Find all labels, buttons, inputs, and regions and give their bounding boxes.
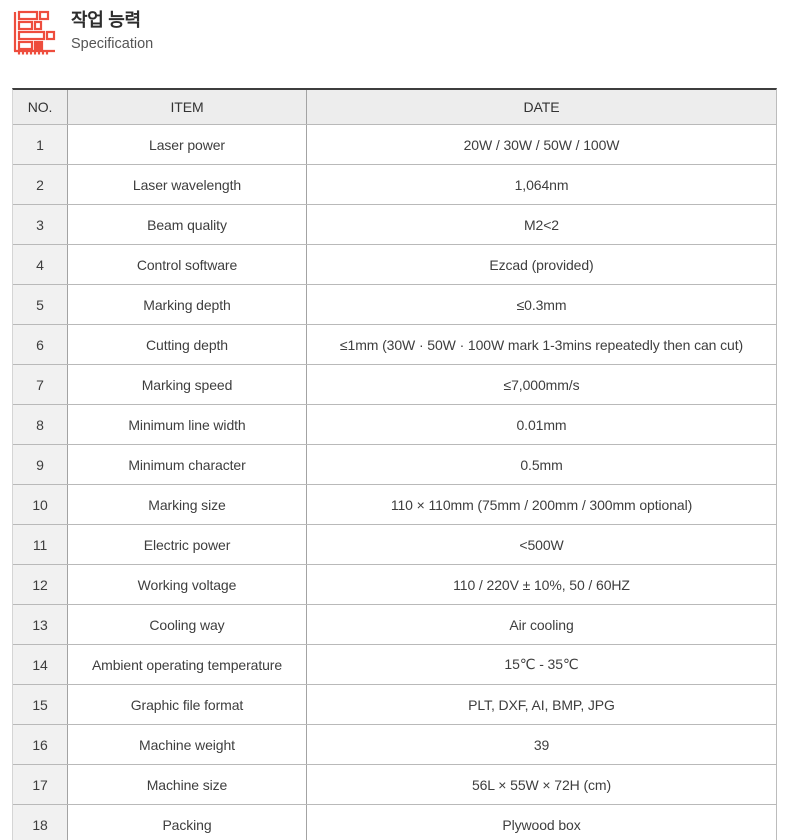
- row-item-cell: Machine size: [68, 765, 307, 804]
- row-no-cell: 11: [13, 525, 68, 564]
- row-item-cell: Marking speed: [68, 365, 307, 404]
- section-header: 작업 능력 Specification: [11, 8, 153, 56]
- row-no-cell: 5: [13, 285, 68, 324]
- row-no-cell: 1: [13, 125, 68, 164]
- row-item-cell: Marking depth: [68, 285, 307, 324]
- row-item-cell: Packing: [68, 805, 307, 840]
- row-date-cell: 39: [533, 736, 550, 753]
- column-header-date: DATE: [523, 99, 560, 115]
- row-no-cell: 18: [13, 805, 68, 840]
- table-row: 8 Minimum line width 0.01mm: [13, 405, 776, 445]
- table-row: 10 Marking size 110 × 110mm (75mm / 200m…: [13, 485, 776, 525]
- row-item-cell: Working voltage: [68, 565, 307, 604]
- row-item-cell: Minimum character: [68, 445, 307, 484]
- section-titles: 작업 능력 Specification: [71, 8, 153, 54]
- row-item-cell: Beam quality: [68, 205, 307, 244]
- table-row: 15 Graphic file format PLT, DXF, AI, BMP…: [13, 685, 776, 725]
- table-row: 4 Control software Ezcad (provided): [13, 245, 776, 285]
- row-date-cell: <500W: [519, 536, 564, 553]
- row-date-cell: 110 × 110mm (75mm / 200mm / 300mm option…: [390, 496, 693, 513]
- row-no-cell: 10: [13, 485, 68, 524]
- row-no-cell: 12: [13, 565, 68, 604]
- row-date-cell: Air cooling: [509, 616, 574, 633]
- row-date-cell: 1,064nm: [514, 176, 569, 193]
- row-no-cell: 2: [13, 165, 68, 204]
- row-no-cell: 6: [13, 325, 68, 364]
- row-date-cell: ≤0.3mm: [516, 296, 567, 313]
- table-row: 2 Laser wavelength 1,064nm: [13, 165, 776, 205]
- row-no-cell: 8: [13, 405, 68, 444]
- row-date-cell: Ezcad (provided): [489, 256, 594, 273]
- row-item-cell: Laser wavelength: [68, 165, 307, 204]
- row-item-cell: Marking size: [68, 485, 307, 524]
- table-row: 16 Machine weight 39: [13, 725, 776, 765]
- row-date-cell: ≤1mm (30W · 50W · 100W mark 1-3mins repe…: [339, 336, 744, 353]
- row-item-cell: Cutting depth: [68, 325, 307, 364]
- row-no-cell: 9: [13, 445, 68, 484]
- row-no-cell: 16: [13, 725, 68, 764]
- section-subtitle: Specification: [71, 36, 154, 52]
- row-date-cell: 15℃ - 35℃: [504, 656, 579, 672]
- table-row: 9 Minimum character 0.5mm: [13, 445, 776, 485]
- table-row: 14 Ambient operating temperature 15℃ - 3…: [13, 645, 776, 685]
- row-date-cell: M2<2: [523, 216, 559, 233]
- spec-table-body: 1 Laser power 20W / 30W / 50W / 100W 2 L…: [13, 125, 776, 840]
- table-row: 7 Marking speed ≤7,000mm/s: [13, 365, 776, 405]
- row-item-cell: Cooling way: [68, 605, 307, 644]
- row-date-cell: 0.01mm: [516, 416, 567, 433]
- table-row: 1 Laser power 20W / 30W / 50W / 100W: [13, 125, 776, 165]
- spec-table: NO. ITEM DATE 1 Laser power 20W / 30W / …: [12, 88, 777, 840]
- row-item-cell: Control software: [68, 245, 307, 284]
- table-row: 13 Cooling way Air cooling: [13, 605, 776, 645]
- table-row: 11 Electric power <500W: [13, 525, 776, 565]
- table-row: 3 Beam quality M2<2: [13, 205, 776, 245]
- row-no-cell: 14: [13, 645, 68, 684]
- bar-chart-icon: [13, 10, 56, 55]
- table-row: 6 Cutting depth ≤1mm (30W · 50W · 100W m…: [13, 325, 776, 365]
- row-date-cell: 0.5mm: [520, 456, 563, 473]
- row-date-cell: 110 / 220V ± 10%, 50 / 60HZ: [453, 576, 630, 593]
- row-item-cell: Graphic file format: [68, 685, 307, 724]
- row-no-cell: 7: [13, 365, 68, 404]
- section-title: 작업 능력: [71, 10, 141, 30]
- row-date-cell: ≤7,000mm/s: [503, 376, 580, 393]
- table-row: 17 Machine size 56L × 55W × 72H (cm): [13, 765, 776, 805]
- table-header-row: NO. ITEM DATE: [13, 90, 776, 125]
- row-date-cell: 56L × 55W × 72H (cm): [471, 776, 612, 793]
- row-date-cell: PLT, DXF, AI, BMP, JPG: [468, 696, 615, 713]
- row-date-cell: 20W / 30W / 50W / 100W: [463, 136, 620, 153]
- row-no-cell: 17: [13, 765, 68, 804]
- table-row: 12 Working voltage 110 / 220V ± 10%, 50 …: [13, 565, 776, 605]
- row-no-cell: 3: [13, 205, 68, 244]
- row-item-cell: Minimum line width: [68, 405, 307, 444]
- row-no-cell: 13: [13, 605, 68, 644]
- table-row: 18 Packing Plywood box: [13, 805, 776, 840]
- table-row: 5 Marking depth ≤0.3mm: [13, 285, 776, 325]
- row-item-cell: Electric power: [68, 525, 307, 564]
- row-date-cell: Plywood box: [502, 816, 581, 833]
- column-header-item: ITEM: [68, 90, 307, 124]
- row-no-cell: 4: [13, 245, 68, 284]
- row-item-cell: Machine weight: [68, 725, 307, 764]
- row-item-cell: Laser power: [68, 125, 307, 164]
- row-item-cell: Ambient operating temperature: [68, 645, 307, 684]
- row-no-cell: 15: [13, 685, 68, 724]
- column-header-no: NO.: [13, 90, 68, 124]
